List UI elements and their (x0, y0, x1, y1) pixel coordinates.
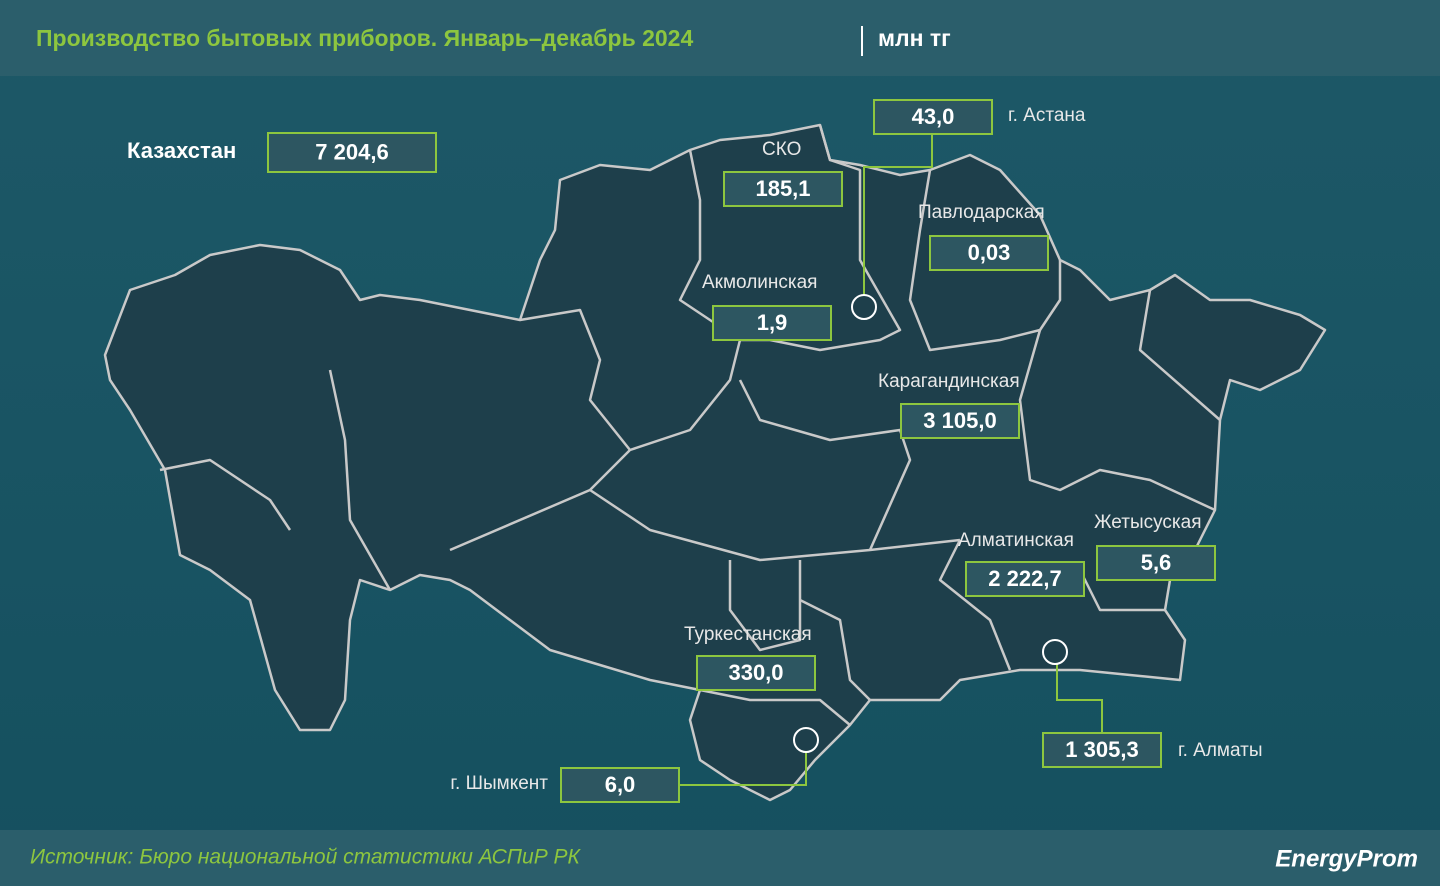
value: 0,03 (968, 240, 1011, 265)
value-box (696, 655, 816, 691)
city-marker (793, 727, 819, 753)
region-name: Акмолинская (702, 272, 817, 293)
region-name: Жетысуская (1094, 512, 1201, 533)
city-marker (1042, 639, 1068, 665)
region-name: г. Алматы (1178, 740, 1263, 761)
value-box (560, 767, 680, 803)
title: Производство бытовых приборов. Январь–де… (36, 25, 693, 51)
value: 330,0 (728, 660, 783, 685)
value-box (873, 99, 993, 135)
unit: млн тг (878, 25, 951, 51)
map (103, 123, 1327, 802)
value: 2 222,7 (988, 566, 1061, 591)
value-box (723, 171, 843, 207)
value: 43,0 (912, 104, 955, 129)
logo: EnergyProm (1275, 845, 1418, 872)
value: 6,0 (605, 772, 636, 797)
value: 7 204,6 (315, 139, 388, 164)
region-name: Павлодарская (918, 202, 1045, 223)
city-marker (851, 294, 877, 320)
value: 5,6 (1141, 550, 1172, 575)
leader-line (1056, 664, 1103, 733)
value-box (929, 235, 1049, 271)
leader-line (679, 752, 807, 786)
region-name: СКО (762, 139, 801, 160)
footer-bar (0, 830, 1440, 886)
source: Источник: Бюро национальной статистики А… (30, 846, 582, 869)
value-box (267, 132, 437, 173)
value: 185,1 (755, 176, 810, 201)
region-name: Алматинская (958, 530, 1074, 551)
value-box (965, 561, 1085, 597)
total-label: Казахстан (127, 138, 236, 163)
country-outline (103, 123, 1327, 802)
region-borders (159, 124, 1221, 726)
region-name: г. Астана (1008, 105, 1086, 126)
value: 3 105,0 (923, 408, 996, 433)
value: 1 305,3 (1065, 737, 1138, 762)
value-box (712, 305, 832, 341)
value-box (1042, 732, 1162, 768)
leader-line (863, 133, 933, 295)
region-name: Карагандинская (878, 371, 1020, 392)
region-name: г. Шымкент (450, 773, 548, 794)
value-box (1096, 545, 1216, 581)
region-name: Туркестанская (684, 624, 812, 645)
header-bar (0, 0, 1440, 76)
value: 1,9 (757, 310, 788, 335)
value-box (900, 403, 1020, 439)
